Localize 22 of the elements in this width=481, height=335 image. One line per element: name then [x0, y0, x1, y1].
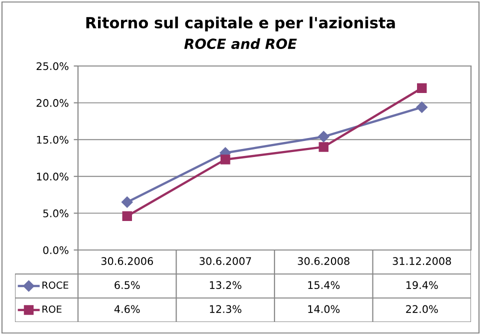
legend-label: ROCE: [42, 281, 68, 289]
data-label: 19.4%: [406, 281, 438, 290]
x-tick-label: 30.6.2008: [298, 257, 350, 266]
x-tick-label: 30.6.2007: [200, 257, 251, 266]
y-tick-label: 5.0%: [43, 209, 68, 218]
legend-label: ROE: [42, 305, 62, 313]
data-label: 15.4%: [308, 281, 340, 290]
chart-title: Ritorno sul capitale e per l'azionista: [86, 16, 395, 32]
y-tick-label: 20.0%: [36, 99, 68, 107]
data-label: 13.2%: [210, 281, 242, 290]
chart-subtitle: ROCE and ROE: [184, 38, 297, 50]
y-tick-label: 10.0%: [37, 172, 68, 181]
y-tick-label: 0.0%: [43, 246, 68, 254]
data-label: 12.3%: [210, 305, 242, 314]
y-tick-label: 15.0%: [37, 136, 68, 144]
data-label: 22.0%: [406, 305, 438, 314]
x-tick-label: 31.12.2008: [392, 257, 451, 266]
x-tick-label: 30.6.2006: [101, 257, 153, 266]
data-label: 6.5%: [114, 281, 140, 290]
y-tick-label: 25.0%: [36, 62, 68, 70]
data-label: 14.0%: [308, 305, 340, 314]
data-label: 4.6%: [114, 305, 140, 314]
